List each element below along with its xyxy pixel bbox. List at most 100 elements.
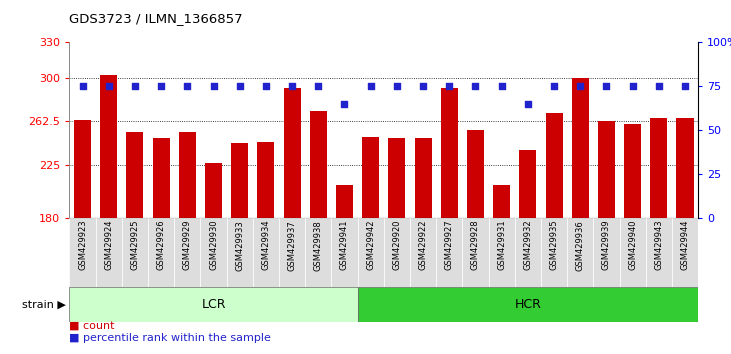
Bar [174,218,200,287]
Text: GDS3723 / ILMN_1366857: GDS3723 / ILMN_1366857 [69,12,243,25]
Bar [148,218,174,287]
Point [653,84,664,89]
Bar [467,130,484,218]
Bar [545,113,563,218]
Bar [357,287,698,322]
Bar [388,138,406,218]
Point [444,84,455,89]
Text: GSM429943: GSM429943 [654,220,663,270]
Point [496,84,507,89]
Text: GSM429929: GSM429929 [183,220,192,270]
Point [103,84,115,89]
Text: GSM429935: GSM429935 [550,220,558,270]
Bar [624,124,641,218]
Bar [126,132,143,218]
Bar [153,138,170,218]
Point [260,84,272,89]
Bar [414,138,431,218]
Bar [122,218,148,287]
Point [208,84,219,89]
Bar [227,218,253,287]
Bar [336,185,353,218]
Point [312,84,324,89]
Text: GSM429933: GSM429933 [235,220,244,270]
Text: GSM429930: GSM429930 [209,220,218,270]
Bar [441,88,458,218]
Text: GSM429944: GSM429944 [681,220,689,270]
Point [234,84,246,89]
Bar [436,218,462,287]
Bar [541,218,567,287]
Bar [598,121,615,218]
Text: strain ▶: strain ▶ [22,299,66,309]
Text: GSM429926: GSM429926 [156,220,166,270]
Text: GSM429938: GSM429938 [314,220,323,270]
Text: HCR: HCR [515,298,541,311]
Point [548,84,560,89]
Bar [310,112,327,218]
Bar [74,120,91,218]
Bar [306,218,331,287]
Bar [620,218,645,287]
Point [287,84,298,89]
Point [601,84,613,89]
Bar [672,218,698,287]
Bar [384,218,410,287]
Text: GSM429927: GSM429927 [444,220,454,270]
Point [155,84,167,89]
Point [575,84,586,89]
Bar [96,218,122,287]
Text: LCR: LCR [201,298,226,311]
Bar [572,78,588,218]
Bar [279,218,306,287]
Point [391,84,403,89]
Text: GSM429928: GSM429928 [471,220,480,270]
Bar [257,142,274,218]
Bar [362,137,379,218]
Text: GSM429924: GSM429924 [105,220,113,270]
Bar [493,185,510,218]
Text: GSM429941: GSM429941 [340,220,349,270]
Bar [676,119,694,218]
Text: GSM429932: GSM429932 [523,220,532,270]
Point [338,101,350,107]
Point [77,84,88,89]
Text: GSM429939: GSM429939 [602,220,611,270]
Bar [410,218,436,287]
Bar [205,163,222,218]
Bar [357,218,384,287]
Point [626,84,638,89]
Text: GSM429923: GSM429923 [78,220,87,270]
Text: GSM429925: GSM429925 [130,220,140,270]
Point [417,84,429,89]
Bar [200,218,227,287]
Bar [179,132,196,218]
Point [522,101,534,107]
Point [365,84,376,89]
Bar [462,218,488,287]
Bar [651,119,667,218]
Bar [567,218,594,287]
Text: ■ percentile rank within the sample: ■ percentile rank within the sample [69,333,271,343]
Bar [69,218,96,287]
Bar [284,88,300,218]
Text: GSM429934: GSM429934 [262,220,270,270]
Text: GSM429920: GSM429920 [393,220,401,270]
Bar [515,218,541,287]
Text: GSM429937: GSM429937 [287,220,297,270]
Bar [645,218,672,287]
Bar [231,143,249,218]
Point [469,84,481,89]
Bar [519,150,537,218]
Text: ■ count: ■ count [69,321,115,331]
Bar [253,218,279,287]
Text: GSM429922: GSM429922 [419,220,428,270]
Point [129,84,141,89]
Text: GSM429942: GSM429942 [366,220,375,270]
Bar [594,218,620,287]
Bar [69,287,357,322]
Bar [331,218,357,287]
Bar [488,218,515,287]
Point [181,84,193,89]
Text: GSM429931: GSM429931 [497,220,506,270]
